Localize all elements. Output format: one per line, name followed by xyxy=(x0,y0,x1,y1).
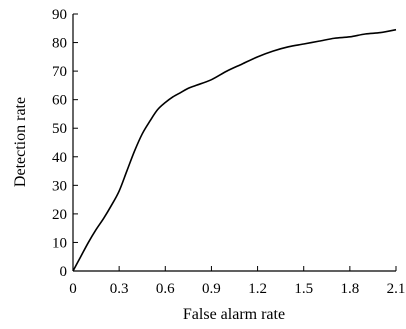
x-tick-label: 1.8 xyxy=(340,281,359,297)
y-tick-label: 50 xyxy=(52,121,67,137)
x-tick-label: 0.3 xyxy=(110,281,129,297)
detection-curve xyxy=(72,28,397,272)
y-tick-label: 80 xyxy=(52,36,67,52)
x-tick-label: 2.1 xyxy=(387,281,406,297)
x-tick-label: 0.6 xyxy=(156,281,175,297)
x-axis-ticks: 0 0.3 0.6 0.9 1.2 1.5 1.8 2.1 xyxy=(69,266,405,297)
y-tick-label: 20 xyxy=(52,207,67,223)
x-tick-label: 1.5 xyxy=(294,281,313,297)
x-tick-label: 1.2 xyxy=(248,281,267,297)
x-tick-label: 0.9 xyxy=(202,281,221,297)
plot-frame xyxy=(72,14,396,272)
y-tick-label: 90 xyxy=(52,7,67,23)
y-tick-label: 0 xyxy=(60,264,68,280)
y-tick-label: 60 xyxy=(52,93,67,109)
y-tick-label: 40 xyxy=(52,150,67,166)
series-lines xyxy=(72,28,397,272)
y-tick-label: 10 xyxy=(52,235,67,251)
y-tick-label: 70 xyxy=(52,64,67,80)
y-tick-label: 30 xyxy=(52,178,67,194)
x-tick-label: 0 xyxy=(69,281,77,297)
y-axis-title: Detection rate xyxy=(12,97,29,187)
x-axis-title: False alarm rate xyxy=(183,306,285,323)
y-axis-ticks: 0 10 20 30 40 50 60 70 80 90 xyxy=(52,7,78,280)
